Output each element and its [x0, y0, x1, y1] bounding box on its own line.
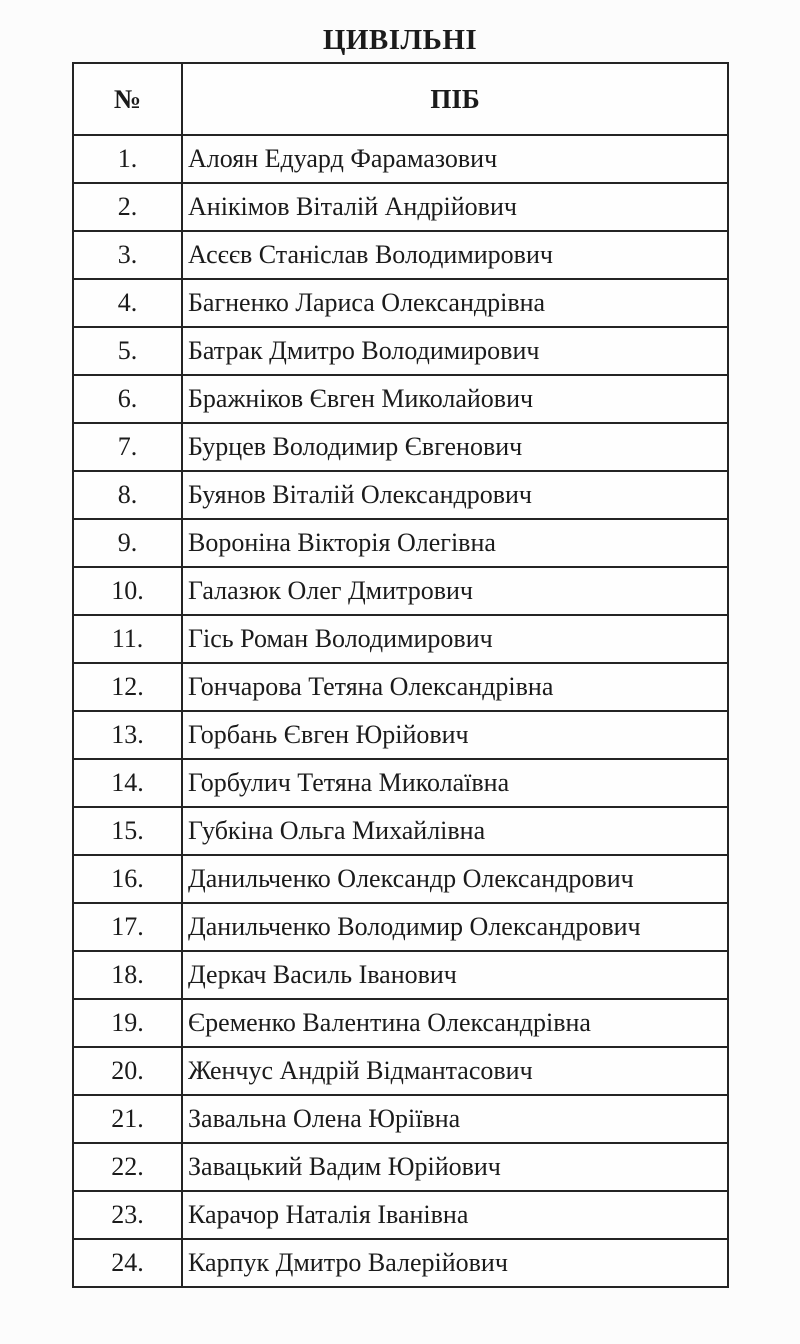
row-name-cell: Завацький Вадим Юрійович — [181, 1142, 729, 1192]
row-name-cell: Галазюк Олег Дмитрович — [181, 566, 729, 616]
row-name-cell: Єременко Валентина Олександрівна — [181, 998, 729, 1048]
row-number-cell: 1. — [72, 134, 183, 184]
row-number-cell: 4. — [72, 278, 183, 328]
row-name-cell: Горбань Євген Юрійович — [181, 710, 729, 760]
row-number-cell: 7. — [72, 422, 183, 472]
row-name-cell: Гончарова Тетяна Олександрівна — [181, 662, 729, 712]
row-number-cell: 15. — [72, 806, 183, 856]
table-body: 1. Алоян Едуард Фарамазович 2. Анікімов Віт… — [72, 134, 729, 1288]
row-name-cell: Карачор Наталія Іванівна — [181, 1190, 729, 1240]
row-number-cell: 6. — [72, 374, 183, 424]
row-number-cell: 20. — [72, 1046, 183, 1096]
row-number-cell: 5. — [72, 326, 183, 376]
table-row: 19. Єременко Валентина Олександрівна — [72, 998, 729, 1048]
row-number-cell: 10. — [72, 566, 183, 616]
row-number-cell: 12. — [72, 662, 183, 712]
row-name-cell: Завальна Олена Юріївна — [181, 1094, 729, 1144]
row-name-cell: Горбулич Тетяна Миколаївна — [181, 758, 729, 808]
row-name-cell: Бурцев Володимир Євгенович — [181, 422, 729, 472]
column-header-name: ПІБ — [181, 62, 729, 136]
table-row: 10. Галазюк Олег Дмитрович — [72, 566, 729, 616]
row-name-cell: Алоян Едуард Фарамазович — [181, 134, 729, 184]
table-row: 14. Горбулич Тетяна Миколаївна — [72, 758, 729, 808]
table-row: 17. Данильченко Володимир Олександрович — [72, 902, 729, 952]
table-row: 4. Багненко Лариса Олександрівна — [72, 278, 729, 328]
table-row: 18. Деркач Василь Іванович — [72, 950, 729, 1000]
document-title: ЦИВІЛЬНІ — [322, 24, 478, 56]
row-number-cell: 24. — [72, 1238, 183, 1288]
row-number-cell: 23. — [72, 1190, 183, 1240]
row-name-cell: Губкіна Ольга Михайлівна — [181, 806, 729, 856]
row-number-cell: 22. — [72, 1142, 183, 1192]
row-number-cell: 11. — [72, 614, 183, 664]
table-row: 16. Данильченко Олександр Олександрович — [72, 854, 729, 904]
row-number-cell: 3. — [72, 230, 183, 280]
row-name-cell: Буянов Віталій Олександрович — [181, 470, 729, 520]
row-number-cell: 9. — [72, 518, 183, 568]
table-row: 20. Женчус Андрій Відмантасович — [72, 1046, 729, 1096]
row-number-cell: 17. — [72, 902, 183, 952]
table-row: 11. Гісь Роман Володимирович — [72, 614, 729, 664]
table-row: 8. Буянов Віталій Олександрович — [72, 470, 729, 520]
row-number-cell: 18. — [72, 950, 183, 1000]
table-row: 3. Асєєв Станіслав Володимирович — [72, 230, 729, 280]
table-row: 12. Гончарова Тетяна Олександрівна — [72, 662, 729, 712]
row-name-cell: Карпук Дмитро Валерійович — [181, 1238, 729, 1288]
column-header-number: № — [72, 62, 183, 136]
table-row: 1. Алоян Едуард Фарамазович — [72, 134, 729, 184]
row-name-cell: Асєєв Станіслав Володимирович — [181, 230, 729, 280]
table-row: 13. Горбань Євген Юрійович — [72, 710, 729, 760]
row-name-cell: Багненко Лариса Олександрівна — [181, 278, 729, 328]
row-name-cell: Вороніна Вікторія Олегівна — [181, 518, 729, 568]
table-row: 21. Завальна Олена Юріївна — [72, 1094, 729, 1144]
civilians-table: № ПІБ 1. Алоян Едуард Фарамазович 2. Анікім… — [72, 62, 729, 1288]
table-row: 23. Карачор Наталія Іванівна — [72, 1190, 729, 1240]
row-name-cell: Анікімов Віталій Андрійович — [181, 182, 729, 232]
table-row: 24. Карпук Дмитро Валерійович — [72, 1238, 729, 1288]
row-name-cell: Деркач Василь Іванович — [181, 950, 729, 1000]
row-name-cell: Женчус Андрій Відмантасович — [181, 1046, 729, 1096]
table-row: 22. Завацький Вадим Юрійович — [72, 1142, 729, 1192]
row-name-cell: Батрак Дмитро Володимирович — [181, 326, 729, 376]
row-number-cell: 14. — [72, 758, 183, 808]
row-number-cell: 2. — [72, 182, 183, 232]
table-row: 9. Вороніна Вікторія Олегівна — [72, 518, 729, 568]
row-number-cell: 13. — [72, 710, 183, 760]
row-name-cell: Данильченко Володимир Олександрович — [181, 902, 729, 952]
table-row: 5. Батрак Дмитро Володимирович — [72, 326, 729, 376]
row-name-cell: Бражніков Євген Миколайович — [181, 374, 729, 424]
table-header-row: № ПІБ — [72, 62, 729, 136]
row-name-cell: Гісь Роман Володимирович — [181, 614, 729, 664]
row-number-cell: 21. — [72, 1094, 183, 1144]
row-number-cell: 16. — [72, 854, 183, 904]
table-row: 7. Бурцев Володимир Євгенович — [72, 422, 729, 472]
table-row: 2. Анікімов Віталій Андрійович — [72, 182, 729, 232]
row-name-cell: Данильченко Олександр Олександрович — [181, 854, 729, 904]
table-row: 6. Бражніков Євген Миколайович — [72, 374, 729, 424]
table-row: 15. Губкіна Ольга Михайлівна — [72, 806, 729, 856]
row-number-cell: 8. — [72, 470, 183, 520]
row-number-cell: 19. — [72, 998, 183, 1048]
